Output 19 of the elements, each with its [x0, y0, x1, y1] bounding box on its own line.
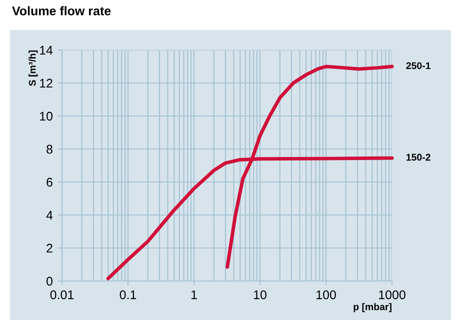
x-axis-title: p [mbar] — [354, 303, 392, 312]
y-tick-label: 14 — [40, 46, 53, 55]
x-tick-label: 1 — [191, 290, 197, 300]
x-tick-label: 10 — [254, 290, 266, 300]
y-tick-label: 6 — [46, 178, 52, 187]
y-tick-label: 8 — [46, 144, 52, 154]
y-tick-label: 12 — [40, 78, 52, 88]
series-label: 150-2 — [406, 154, 430, 161]
x-tick-label: 100 — [316, 290, 336, 300]
y-tick-label: 10 — [40, 112, 52, 121]
y-tick-label: 0 — [46, 276, 52, 286]
y-axis-title: S [m³/h] — [28, 50, 38, 86]
x-tick-label: 0.01 — [50, 290, 74, 300]
x-tick-label: 1000 — [379, 290, 406, 300]
chart-title: Volume flow rate — [12, 6, 111, 16]
series-label: 250-1 — [406, 62, 430, 70]
x-tick-label: 0.1 — [120, 290, 136, 300]
y-tick-label: 2 — [46, 244, 52, 253]
y-tick-label: 4 — [46, 210, 53, 220]
